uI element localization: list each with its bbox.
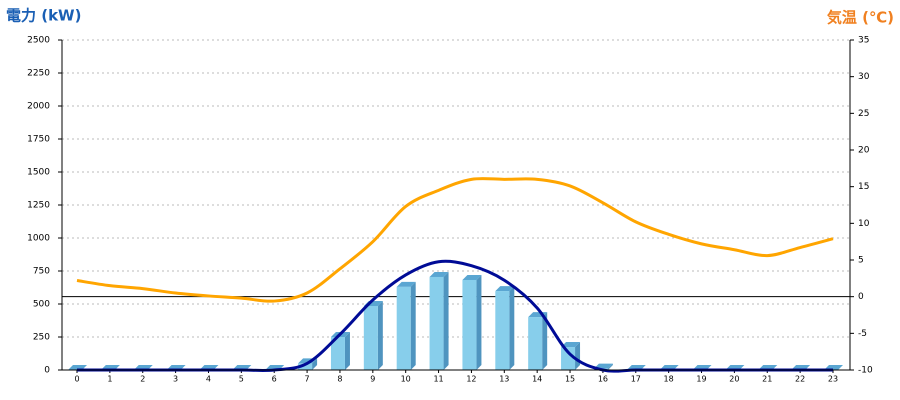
x-tick-label: 4 [206, 375, 211, 384]
y2-tick-label: 15 [858, 182, 869, 192]
x-tick-label: 10 [401, 375, 411, 384]
bar-front [429, 276, 444, 370]
x-tick-label: 8 [337, 375, 342, 384]
bar-front [528, 317, 543, 370]
x-tick-label: 20 [729, 375, 739, 384]
y-tick-label: 1000 [27, 234, 50, 244]
bar [462, 274, 482, 370]
bar-front [396, 286, 411, 370]
x-tick-label: 15 [565, 375, 575, 384]
y2-tick-label: -10 [858, 366, 873, 376]
line [76, 259, 833, 373]
x-tick-label: 16 [598, 375, 608, 384]
y-tick-label: 1250 [27, 201, 50, 211]
bar-front [363, 305, 378, 370]
y2-tick-label: 30 [858, 72, 870, 82]
x-tick-label: 5 [239, 375, 244, 384]
bar-side [443, 271, 449, 370]
bar-side [542, 312, 548, 370]
bar-side [312, 358, 318, 370]
bar-side [575, 342, 581, 370]
bar-top [462, 274, 482, 280]
bar-side [509, 286, 515, 370]
x-tick-label: 1 [107, 375, 112, 384]
bar [363, 300, 383, 370]
y2-axis-title: 気温 (℃) [827, 9, 894, 27]
y2-tick-label: 10 [858, 219, 870, 229]
x-tick-label: 12 [466, 375, 476, 384]
bar-front [462, 279, 477, 370]
y2-tick-label: 35 [858, 36, 869, 46]
bar [396, 281, 416, 370]
bar-side [607, 363, 613, 370]
bar-side [344, 332, 350, 370]
x-tick-label: 9 [370, 375, 375, 384]
x-tick-label: 3 [173, 375, 178, 384]
bar-front [298, 363, 313, 370]
x-tick-label: 7 [305, 375, 310, 384]
bar-top [561, 342, 581, 348]
bar-top [495, 286, 515, 292]
bar [561, 342, 581, 370]
y-tick-label: 500 [33, 300, 50, 310]
bar [528, 312, 548, 370]
y2-tick-label: 20 [858, 146, 870, 156]
y-tick-label: 750 [33, 267, 50, 277]
y-tick-label: 2000 [27, 102, 50, 112]
x-tick-label: 17 [631, 375, 641, 384]
bar-front [495, 291, 510, 370]
bar-front [561, 347, 576, 370]
y2-tick-label: 25 [858, 109, 869, 119]
bar-side [476, 274, 482, 370]
bar-front [330, 337, 345, 370]
y-tick-label: 250 [33, 333, 50, 343]
bar [429, 271, 449, 370]
bar-side [377, 300, 383, 370]
y-axis-title: 電力 (kW) [6, 7, 81, 25]
y-tick-label: 2500 [27, 36, 50, 46]
y-tick-label: 2250 [27, 69, 50, 79]
x-tick-label: 23 [828, 375, 838, 384]
line [76, 177, 834, 303]
y-tick-label: 1500 [27, 168, 50, 178]
x-tick-label: 22 [795, 375, 805, 384]
y2-tick-label: 0 [858, 292, 864, 302]
y2-tick-label: 5 [858, 256, 864, 266]
x-tick-label: 21 [762, 375, 772, 384]
x-tick-label: 13 [499, 375, 509, 384]
x-tick-label: 19 [696, 375, 706, 384]
bar-side [410, 281, 416, 370]
x-tick-label: 6 [272, 375, 277, 384]
bar [495, 286, 515, 370]
x-tick-label: 14 [532, 375, 542, 384]
y-tick-label: 1750 [27, 135, 50, 145]
y-tick-label: 0 [44, 366, 50, 376]
x-tick-label: 0 [74, 375, 79, 384]
bar-top [396, 281, 416, 287]
bar-top [429, 271, 449, 277]
bar [330, 332, 350, 370]
x-tick-label: 18 [664, 375, 674, 384]
y2-tick-label: -5 [858, 329, 867, 339]
x-tick-label: 2 [140, 375, 145, 384]
x-tick-label: 11 [433, 375, 443, 384]
